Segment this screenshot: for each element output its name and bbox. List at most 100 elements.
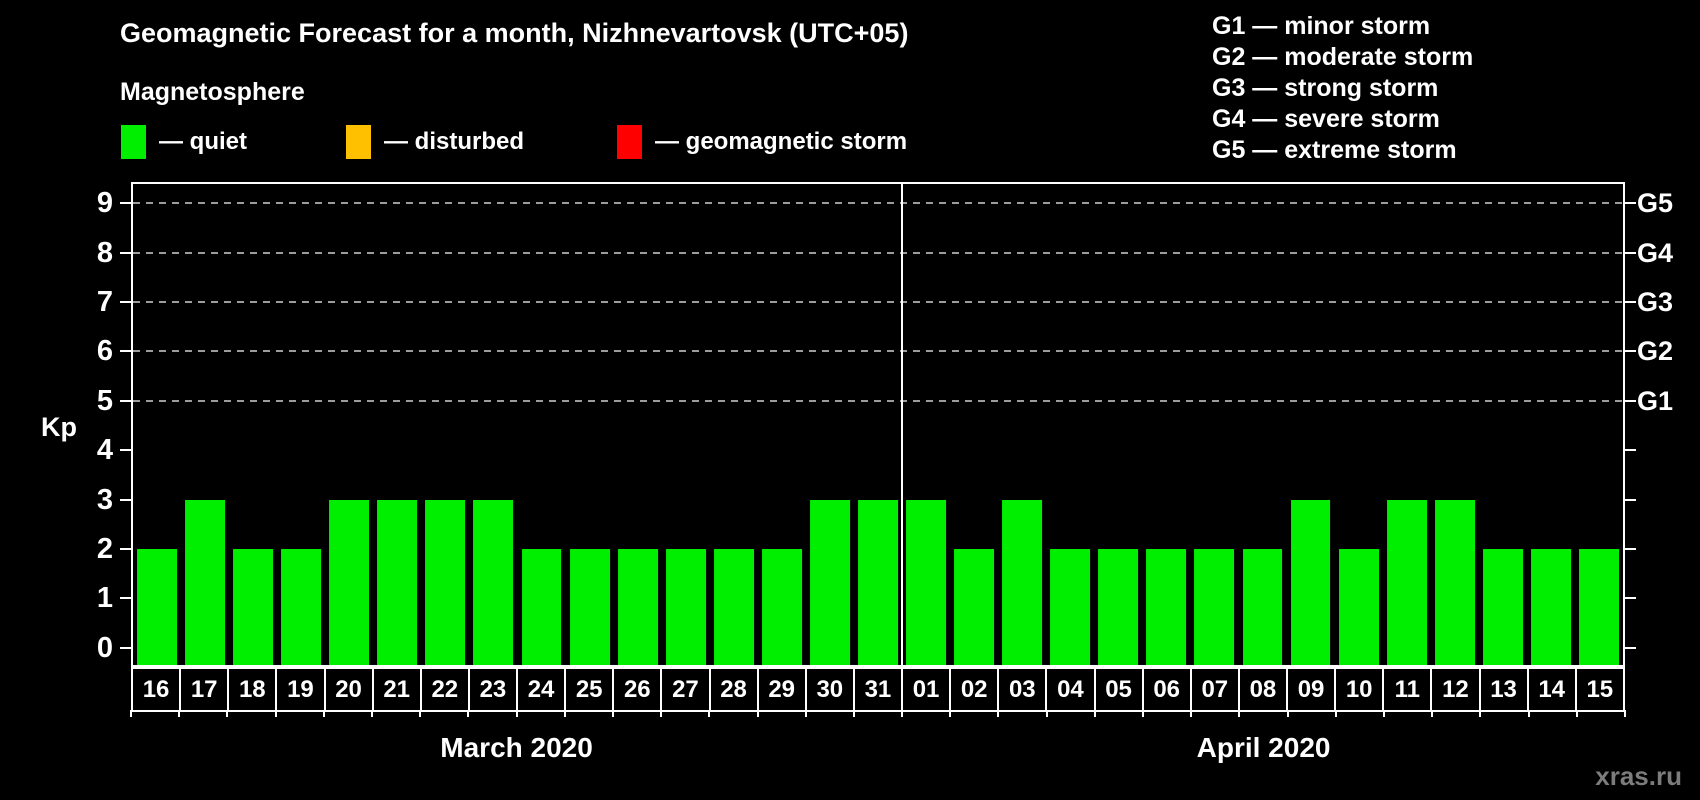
magnetosphere-label: Magnetosphere <box>120 78 305 106</box>
plot-area: Kp 0 1 2 3 4 5 6 7 8 9 G1 G2 G3 G4 G5 <box>41 182 1673 667</box>
month-label-march: March 2020 <box>440 732 593 763</box>
legend-item-storm: — geomagnetic storm <box>617 124 907 160</box>
kp-bar-day-14 <box>1530 548 1571 665</box>
y-tick-label: 7 <box>96 286 113 319</box>
kp-bar-day-17 <box>185 499 226 665</box>
disturbed-swatch <box>346 125 371 159</box>
kp-bar-day-24 <box>521 548 562 665</box>
storm-scale-g1: G1 — minor storm <box>1212 12 1431 40</box>
y-tick-left <box>120 449 131 452</box>
day-label-16: 16 <box>131 667 182 712</box>
day-boundary-tick <box>1238 710 1241 717</box>
storm-scale-g4: G4 — severe storm <box>1212 105 1440 133</box>
day-label-27: 27 <box>660 667 711 712</box>
kp-bar-day-12 <box>1434 499 1475 665</box>
day-boundary-tick <box>997 710 1000 717</box>
y-tick-right <box>1625 202 1636 205</box>
watermark: xras.ru <box>1595 761 1682 791</box>
y-tick-label: 5 <box>96 384 113 417</box>
day-boundary-tick <box>1286 710 1289 717</box>
kp-bar-day-19 <box>281 548 322 665</box>
gridline-kp7 <box>133 301 1623 304</box>
g-level-label-g4: G4 <box>1637 237 1674 268</box>
kp-bar-day-03 <box>1002 499 1043 665</box>
y-tick-right <box>1625 399 1636 402</box>
y-tick-left <box>120 251 131 254</box>
y-tick-left <box>120 498 131 501</box>
storm-scale-g5: G5 — extreme storm <box>1212 136 1457 164</box>
y-tick-left <box>120 547 131 550</box>
kp-bar-day-04 <box>1050 548 1091 665</box>
kp-bar-day-15 <box>1579 548 1619 665</box>
day-label-14: 14 <box>1526 667 1577 712</box>
kp-bar-day-30 <box>809 499 850 665</box>
day-boundary-tick <box>1142 710 1145 717</box>
day-boundary-tick <box>1527 710 1530 717</box>
legend-label-quiet: — quiet <box>159 128 247 155</box>
y-tick-left <box>120 350 131 353</box>
kp-bar-day-21 <box>377 499 418 665</box>
kp-bar-day-27 <box>665 548 706 665</box>
day-boundary-tick <box>226 710 229 717</box>
y-tick-label: 8 <box>96 236 113 269</box>
day-boundary-tick <box>274 710 277 717</box>
day-label-02: 02 <box>949 667 1000 712</box>
day-boundary-tick <box>467 710 470 717</box>
kp-bar-day-08 <box>1242 548 1283 665</box>
kp-bar-day-06 <box>1146 548 1187 665</box>
kp-bar-day-31 <box>858 499 898 665</box>
month-label-april: April 2020 <box>1196 732 1331 763</box>
y-tick-right <box>1625 449 1636 452</box>
day-label-12: 12 <box>1430 667 1481 712</box>
day-label-06: 06 <box>1141 667 1192 712</box>
storm-scale-legend: G1 — minor storm G2 — moderate storm G3 … <box>1212 11 1473 166</box>
day-boundary-tick <box>322 710 325 717</box>
legend-item-quiet: — quiet <box>121 124 247 160</box>
y-tick-right <box>1625 251 1636 254</box>
kp-bar-day-10 <box>1338 548 1379 665</box>
y-tick-right <box>1625 350 1636 353</box>
y-tick-left <box>120 202 131 205</box>
y-tick-label: 1 <box>96 582 113 615</box>
legend-label-storm: — geomagnetic storm <box>655 128 908 155</box>
storm-scale-g2: G2 — moderate storm <box>1212 43 1474 71</box>
kp-bar-day-28 <box>713 548 754 665</box>
day-label-10: 10 <box>1334 667 1385 712</box>
day-label-13: 13 <box>1478 667 1529 712</box>
day-label-29: 29 <box>756 667 807 712</box>
day-label-26: 26 <box>612 667 663 712</box>
y-tick-right <box>1625 301 1636 304</box>
kp-bar-day-16 <box>137 548 177 665</box>
y-tick-label: 9 <box>96 187 113 220</box>
y-tick-left <box>120 399 131 402</box>
kp-bar-day-23 <box>473 499 514 665</box>
day-boundary-tick <box>370 710 373 717</box>
kp-bar-day-09 <box>1290 499 1331 665</box>
y-tick-label: 4 <box>96 434 113 467</box>
day-label-22: 22 <box>419 667 470 712</box>
y-tick-right <box>1625 646 1636 649</box>
day-boundary-tick <box>419 710 422 717</box>
day-boundary-tick <box>1190 710 1193 717</box>
day-label-08: 08 <box>1237 667 1288 712</box>
chart-title: Geomagnetic Forecast for a month, Nizhne… <box>120 18 909 48</box>
y-tick-right <box>1625 498 1636 501</box>
day-label-04: 04 <box>1045 667 1096 712</box>
day-boundary-tick <box>178 710 181 717</box>
day-axis-ticks <box>130 710 1626 718</box>
day-label-03: 03 <box>997 667 1048 712</box>
day-label-05: 05 <box>1093 667 1144 712</box>
day-boundary-tick <box>563 710 566 717</box>
kp-bar-day-25 <box>569 548 610 665</box>
quiet-swatch <box>121 125 146 159</box>
day-label-18: 18 <box>227 667 278 712</box>
day-label-17: 17 <box>179 667 230 712</box>
day-label-09: 09 <box>1286 667 1337 712</box>
storm-scale-g3: G3 — strong storm <box>1212 74 1439 102</box>
legend-item-disturbed: — disturbed <box>346 124 524 160</box>
day-boundary-tick <box>660 710 663 717</box>
day-boundary-tick <box>901 710 904 717</box>
day-label-19: 19 <box>275 667 326 712</box>
day-label-23: 23 <box>467 667 518 712</box>
